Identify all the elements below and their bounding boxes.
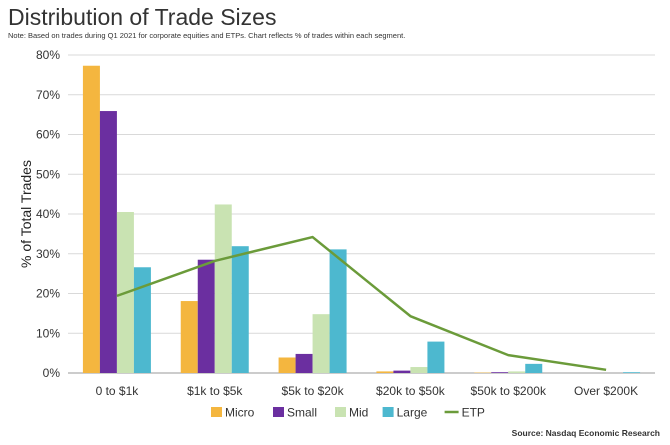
line-etp (116, 235, 607, 372)
bar-large (133, 267, 151, 373)
legend-swatch-micro (211, 407, 222, 417)
x-tick-label: $5k to $20k (282, 384, 345, 398)
bar-large (427, 341, 445, 373)
legend-swatch-small (273, 407, 284, 417)
bar-small (99, 111, 117, 374)
bar-micro (278, 357, 296, 373)
legend-label-etp: ETP (462, 406, 485, 420)
bar-large (623, 372, 641, 373)
bar-small (295, 353, 313, 373)
bar-micro (82, 65, 100, 374)
y-tick-label: 30% (36, 247, 60, 261)
legend-label-mid: Mid (349, 406, 368, 420)
bar-micro (376, 371, 394, 373)
y-tick-label: 70% (36, 88, 60, 102)
y-tick-label: 10% (36, 326, 60, 340)
chart-title: Distribution of Trade Sizes (8, 4, 277, 30)
legend-label-large: Large (397, 406, 428, 420)
bar-large (231, 246, 249, 373)
legend-label-small: Small (287, 406, 317, 420)
bar-small (491, 372, 509, 373)
x-tick-label: $50k to $200k (471, 384, 547, 398)
legend-swatch-large (382, 407, 394, 417)
x-tick-label: $20k to $50k (376, 384, 446, 398)
legend-label-micro: Micro (225, 406, 255, 420)
bar-large (329, 249, 347, 373)
y-tick-label: 80% (36, 48, 60, 62)
y-tick-label: 60% (36, 128, 60, 142)
bar-small (197, 259, 215, 373)
y-tick-label: 40% (36, 207, 60, 221)
y-tick-label: 0% (43, 366, 61, 380)
y-axis-label: % of Total Trades (18, 160, 34, 268)
x-tick-label: 0 to $1k (96, 384, 140, 398)
bar-small (393, 370, 411, 373)
bar-mid (214, 204, 232, 373)
source-caption: Source: Nasdaq Economic Research (511, 428, 660, 438)
y-tick-label: 20% (36, 287, 60, 301)
bar-mid (410, 367, 428, 373)
bar-micro (180, 301, 198, 373)
bar-large (525, 363, 543, 373)
chart-note: Note: Based on trades during Q1 2021 for… (8, 31, 406, 40)
legend-swatch-mid (335, 407, 346, 417)
y-tick-label: 50% (36, 167, 60, 181)
x-tick-label: Over $200K (574, 384, 638, 398)
x-tick-label: $1k to $5k (187, 384, 243, 398)
bar-mid (312, 314, 330, 373)
bar-mid (508, 371, 526, 373)
